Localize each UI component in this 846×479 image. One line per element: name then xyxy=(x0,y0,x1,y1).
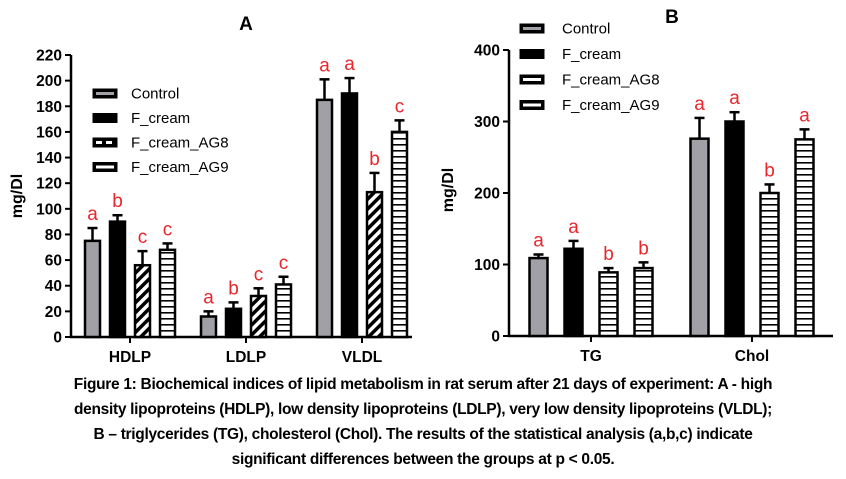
legend-swatch-fill xyxy=(523,27,541,30)
bar xyxy=(633,266,654,338)
y-tick-label: 140 xyxy=(36,150,62,167)
bar xyxy=(158,248,177,339)
figure: A 0 20 40 60 80 100 120 140 160 180 200 220 mg/Dl HDLP… xyxy=(9,7,833,366)
y-tick-label: 300 xyxy=(474,114,500,131)
bar xyxy=(365,190,384,339)
bar xyxy=(528,256,549,338)
bar xyxy=(598,271,619,338)
legend-swatch-fill xyxy=(96,92,114,95)
bar xyxy=(224,307,243,339)
significance-letter: c xyxy=(163,219,173,240)
legend-label: F_cream_AG9 xyxy=(131,159,229,176)
bar xyxy=(83,239,102,339)
bar xyxy=(689,137,710,338)
y-axis-label: mg/Dl xyxy=(9,174,26,218)
significance-letter: b xyxy=(764,160,775,181)
y-tick-label: 100 xyxy=(36,201,62,218)
y-tick-label: 220 xyxy=(36,48,62,65)
legend-swatch-fill xyxy=(106,141,112,144)
y-tick-label: 60 xyxy=(45,253,62,270)
y-tick-label: 180 xyxy=(36,99,62,116)
significance-letter: a xyxy=(694,94,705,115)
y-tick-label: 160 xyxy=(36,124,62,141)
chart-title: A xyxy=(239,14,253,35)
legend-swatch xyxy=(519,49,545,59)
x-tick-label: HDLP xyxy=(109,349,151,366)
chart-title: B xyxy=(665,7,679,28)
significance-letter: a xyxy=(729,88,740,109)
y-axis-label: mg/Dl xyxy=(440,168,457,212)
significance-letter: a xyxy=(533,230,544,251)
legend-label: F_cream_AG9 xyxy=(562,97,660,114)
legend-swatch-fill xyxy=(523,78,541,81)
legend-swatch-fill xyxy=(523,103,541,107)
significance-letter: a xyxy=(87,204,98,225)
legend-label: F_cream xyxy=(562,46,621,63)
significance-letter: c xyxy=(395,96,405,117)
bar xyxy=(759,191,780,338)
legend-swatch xyxy=(92,137,118,148)
caption-line: B – triglycerides (TG), cholesterol (Cho… xyxy=(93,426,753,443)
significance-letter: c xyxy=(138,227,148,248)
significance-letter: b xyxy=(369,149,380,170)
legend-label: Control xyxy=(562,21,610,38)
y-tick-label: 0 xyxy=(53,330,62,347)
legend-swatch-fill xyxy=(96,165,114,169)
figure-caption: Figure 1: Biochemical indices of lipid m… xyxy=(0,372,846,472)
legend-swatch xyxy=(92,113,118,123)
x-tick-label: LDLP xyxy=(226,349,266,366)
x-tick-label: Chol xyxy=(735,348,769,365)
bar xyxy=(108,220,127,339)
significance-letter: a xyxy=(799,105,810,126)
legend-label: F_cream_AG8 xyxy=(562,72,660,89)
bar xyxy=(199,315,218,339)
bar xyxy=(794,138,815,338)
bar xyxy=(390,130,409,339)
significance-letter: c xyxy=(279,253,289,274)
bar xyxy=(274,283,293,339)
y-tick-label: 400 xyxy=(474,43,500,60)
legend-label: Control xyxy=(131,86,179,103)
bar xyxy=(724,120,745,338)
y-tick-label: 200 xyxy=(474,186,500,203)
significance-letter: a xyxy=(568,217,579,238)
caption-line: Figure 1: Biochemical indices of lipid m… xyxy=(73,376,773,393)
bar xyxy=(315,98,334,339)
y-tick-label: 80 xyxy=(45,227,62,244)
y-tick-label: 200 xyxy=(36,73,62,90)
significance-letter: b xyxy=(603,244,614,265)
y-tick-label: 120 xyxy=(36,176,62,193)
bar xyxy=(563,247,584,338)
y-tick-label: 0 xyxy=(491,329,500,346)
caption-line: significant differences between the grou… xyxy=(231,451,615,468)
bar xyxy=(133,263,152,339)
y-tick-label: 40 xyxy=(45,278,62,295)
y-tick-label: 20 xyxy=(45,304,62,321)
significance-letter: b xyxy=(638,238,649,259)
chart-a: A 0 20 40 60 80 100 120 140 160 180 200 220 mg/Dl HDLP… xyxy=(9,14,412,366)
significance-letter: a xyxy=(319,55,330,76)
x-tick-label: VLDL xyxy=(342,349,382,366)
legend-swatch-fill xyxy=(96,141,102,144)
legend-label: F_cream_AG8 xyxy=(131,135,229,152)
y-tick-label: 100 xyxy=(474,257,500,274)
x-tick-label: TG xyxy=(580,348,602,365)
bar xyxy=(249,294,268,339)
chart-b: B 0 100 200 300 400 mg/Dl TG Chol a a a a b b b a Control… xyxy=(440,7,833,365)
significance-letter: a xyxy=(344,54,355,75)
significance-letter: b xyxy=(112,191,123,212)
caption-line: density lipoproteins (HDLP), low density… xyxy=(74,401,772,418)
bar xyxy=(340,92,359,339)
significance-letter: c xyxy=(254,264,264,285)
significance-letter: b xyxy=(228,278,239,299)
significance-letter: a xyxy=(203,287,214,308)
legend-label: F_cream xyxy=(131,110,190,127)
